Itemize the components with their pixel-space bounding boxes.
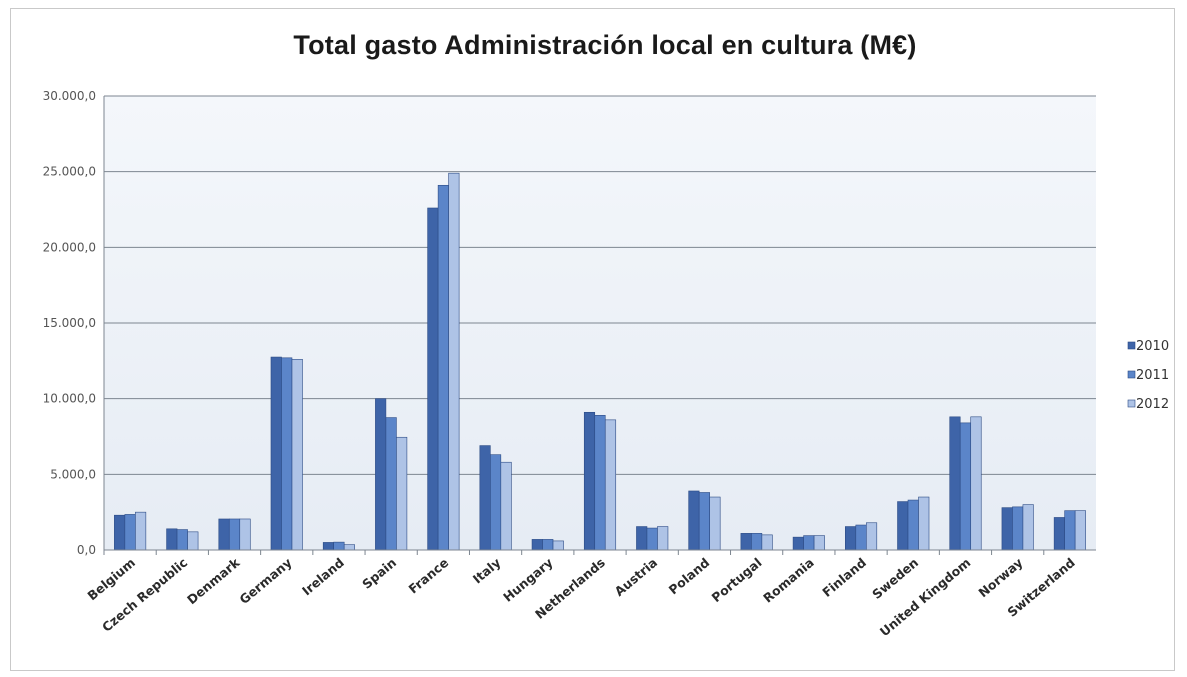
bar-2011 [1012,506,1024,551]
bar-2012 [343,544,355,551]
bar-2011 [803,535,815,551]
bar-2012 [291,359,303,551]
bar-2010 [740,533,752,551]
y-tick-label: 0,0 [77,543,96,557]
bar-2011 [333,541,345,551]
bar-2012 [1022,504,1034,551]
bar-2010 [270,356,282,551]
bar-2012 [657,526,669,551]
x-tick-label: Denmark [184,554,243,607]
bar-2010 [1001,507,1013,551]
bar-2011 [176,529,188,551]
bar-2012 [448,172,460,551]
bar-2012 [970,416,982,551]
bar-2012 [1074,510,1086,551]
bar-2012 [135,511,147,551]
y-tick-label: 30.000,0 [43,89,96,103]
x-tick-label: Poland [666,555,713,598]
bar-2011 [124,514,136,551]
x-tick-label: Spain [359,555,399,592]
bar-2010 [688,490,700,551]
bar-2012 [813,535,825,551]
y-tick-label: 5.000,0 [50,467,96,481]
chart-title: Total gasto Administración local en cult… [293,30,917,60]
bar-2010 [845,526,857,551]
x-tick-label: Germany [236,555,294,607]
legend-label-2011: 2011 [1136,368,1169,383]
legend-swatch-2011 [1127,370,1136,379]
bar-2011 [1064,510,1076,551]
legend-swatch-2010 [1127,341,1136,350]
x-tick-label: France [406,555,452,597]
x-tick-label: Austria [612,555,661,599]
bar-2011 [228,518,241,551]
bar-2010 [949,416,961,551]
bar-2012 [239,518,251,551]
bar-2010 [792,536,804,551]
bar-2010 [218,518,230,551]
bar-2011 [907,499,919,551]
bar-2012 [709,496,721,551]
x-tick-label: Ireland [299,555,347,599]
y-tick-label: 15.000,0 [43,316,96,330]
x-tick-label: Belgium [84,555,138,603]
bar-2011 [490,454,502,551]
bar-2010 [166,528,178,551]
bar-2010 [375,398,387,551]
bar-2012 [500,461,512,551]
legend-swatch-2012 [1127,399,1136,408]
bar-2011 [751,533,763,551]
bar-2011 [437,184,449,551]
bar-2011 [385,417,397,551]
bar-2011 [698,492,710,551]
y-tick-label: 25.000,0 [43,165,96,179]
bar-2010 [114,514,126,551]
legend-label-2010: 2010 [1136,339,1169,354]
bar-2011 [542,539,554,551]
bar-2011 [646,527,658,551]
x-tick-label: Norway [975,555,1025,601]
bar-2010 [583,411,596,551]
legend-label-2012: 2012 [1136,397,1169,412]
bar-2011 [594,415,606,551]
x-tick-label: United Kingdom [877,555,974,639]
bar-2012 [866,522,878,551]
bar-2010 [531,539,543,551]
bar-2011 [959,422,972,551]
bar-2012 [396,436,408,551]
bar-2010 [897,501,909,551]
bar-2010 [427,207,439,551]
x-tick-label: Finland [819,555,869,600]
bar-2012 [918,496,930,551]
bar-2012 [761,534,773,551]
x-tick-label: Portugal [709,555,765,605]
x-tick-label: Italy [470,555,504,587]
bar-2010 [636,526,648,551]
y-tick-label: 10.000,0 [43,392,96,406]
bar-2010 [479,445,491,551]
bar-2012 [187,531,199,551]
bar-2011 [855,524,867,551]
bar-2010 [1053,517,1065,551]
bar-2010 [322,542,334,551]
y-tick-label: 20.000,0 [43,240,96,254]
x-tick-label: Sweden [869,555,921,602]
bar-2012 [552,540,564,551]
bar-2012 [604,419,617,551]
bar-2011 [281,357,293,551]
x-tick-label: Romania [760,555,817,606]
